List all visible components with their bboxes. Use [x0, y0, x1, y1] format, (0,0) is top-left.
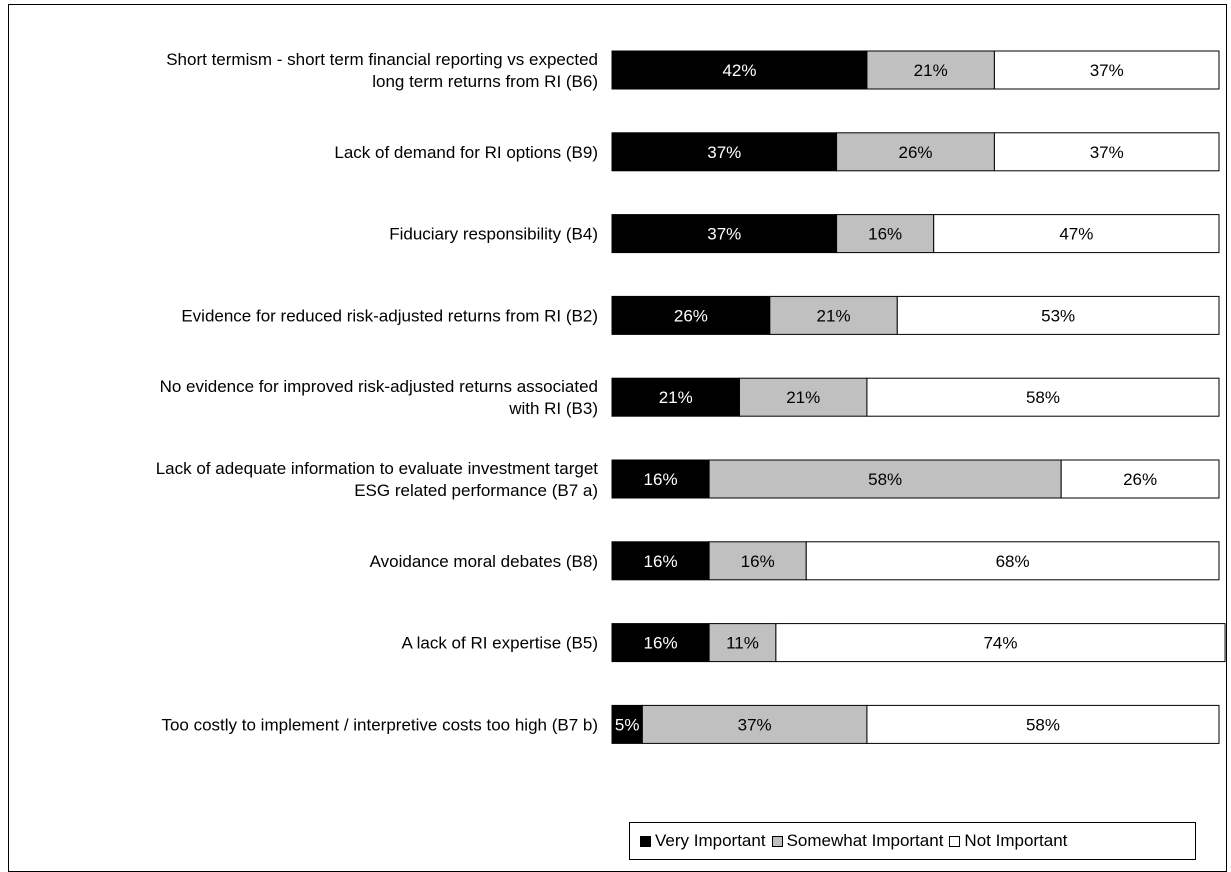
- bar-segment-not-important: [1060, 459, 1220, 499]
- category-label: Fiduciary responsibility (B4): [389, 225, 598, 244]
- data-label: 16%: [741, 552, 775, 571]
- data-label: 42%: [722, 61, 756, 80]
- category-label-line: Lack of demand for RI options (B9): [334, 143, 598, 162]
- data-label: 53%: [1041, 306, 1075, 325]
- data-label: 21%: [659, 388, 693, 407]
- bar-segment-very-important: [611, 459, 710, 499]
- data-label: 37%: [738, 715, 772, 734]
- category-label-line: ESG related performance (B7 a): [354, 481, 598, 500]
- data-label: 26%: [674, 306, 708, 325]
- data-label: 26%: [1123, 470, 1157, 489]
- bar-segment-very-important: [611, 214, 838, 254]
- legend-item: Very Important: [640, 831, 766, 851]
- category-label-line: A lack of RI expertise (B5): [401, 634, 598, 653]
- data-label: 47%: [1059, 225, 1093, 244]
- bar-segment-not-important: [933, 214, 1220, 254]
- data-label: 37%: [1090, 61, 1124, 80]
- bar-segment-somewhat-important: [836, 132, 995, 172]
- data-label: 37%: [707, 143, 741, 162]
- category-label: No evidence for improved risk-adjusted r…: [160, 377, 598, 418]
- bar-segment-very-important: [611, 50, 868, 90]
- category-label-line: long term returns from RI (B6): [372, 72, 598, 91]
- bar-segment-not-important: [866, 704, 1220, 744]
- bar-segment-very-important: [611, 377, 740, 417]
- data-label: 16%: [644, 552, 678, 571]
- legend-item: Somewhat Important: [771, 831, 944, 851]
- data-label: 21%: [786, 388, 820, 407]
- category-label: Short termism - short term financial rep…: [166, 50, 598, 91]
- data-label: 21%: [914, 61, 948, 80]
- legend-swatch: [771, 835, 783, 847]
- category-label: Lack of demand for RI options (B9): [334, 143, 598, 162]
- bar-segment-not-important: [993, 50, 1220, 90]
- data-label: 58%: [1026, 388, 1060, 407]
- category-label-line: with RI (B3): [508, 399, 598, 418]
- data-label: 58%: [868, 470, 902, 489]
- data-label: 37%: [1090, 143, 1124, 162]
- bar-segment-very-important: [611, 623, 710, 663]
- data-label: 26%: [898, 143, 932, 162]
- data-label: 16%: [644, 470, 678, 489]
- legend-item: Not Important: [949, 831, 1067, 851]
- category-label-line: Lack of adequate information to evaluate…: [156, 459, 599, 478]
- category-label-line: Avoidance moral debates (B8): [370, 552, 598, 571]
- data-label: 21%: [817, 306, 851, 325]
- data-label: 5%: [615, 715, 640, 734]
- bar-segment-not-important: [993, 132, 1220, 172]
- category-label-line: Fiduciary responsibility (B4): [389, 225, 598, 244]
- category-label: A lack of RI expertise (B5): [401, 634, 598, 653]
- bar-segment-somewhat-important: [769, 295, 898, 335]
- legend-swatch: [949, 835, 961, 847]
- data-label: 74%: [983, 634, 1017, 653]
- bar-segment-not-important: [805, 541, 1220, 581]
- bar-segment-not-important: [775, 623, 1226, 663]
- bar-segment-somewhat-important: [708, 459, 1062, 499]
- data-label: 16%: [868, 225, 902, 244]
- data-label: 68%: [996, 552, 1030, 571]
- legend: Very Important Somewhat Important Not Impo…: [629, 822, 1196, 860]
- bar-segment-not-important: [896, 295, 1220, 335]
- bar-segment-very-important: [611, 541, 710, 581]
- bar-segment-very-important: [611, 132, 838, 172]
- data-label: 16%: [644, 634, 678, 653]
- category-label-line: Too costly to implement / interpretive c…: [161, 715, 598, 734]
- category-label-line: Evidence for reduced risk-adjusted retur…: [181, 306, 598, 325]
- data-label: 58%: [1026, 715, 1060, 734]
- bar-segment-somewhat-important: [641, 704, 868, 744]
- data-label: 37%: [707, 225, 741, 244]
- legend-swatch: [640, 835, 651, 847]
- bar-segment-somewhat-important: [708, 541, 807, 581]
- legend-label: Very Important: [655, 831, 766, 850]
- legend-label: Somewhat Important: [786, 831, 944, 850]
- category-label: Evidence for reduced risk-adjusted retur…: [181, 306, 598, 325]
- category-label: Lack of adequate information to evaluate…: [156, 459, 599, 500]
- category-label: Too costly to implement / interpretive c…: [161, 715, 598, 734]
- category-label-line: No evidence for improved risk-adjusted r…: [160, 377, 598, 396]
- legend-label: Not Important: [964, 831, 1068, 850]
- bar-segment-somewhat-important: [866, 50, 995, 90]
- bar-segment-not-important: [866, 377, 1220, 417]
- bar-segment-somewhat-important: [836, 214, 935, 254]
- category-label-line: Short termism - short term financial rep…: [166, 50, 598, 69]
- data-label: 11%: [726, 634, 759, 653]
- category-label: Avoidance moral debates (B8): [370, 552, 598, 571]
